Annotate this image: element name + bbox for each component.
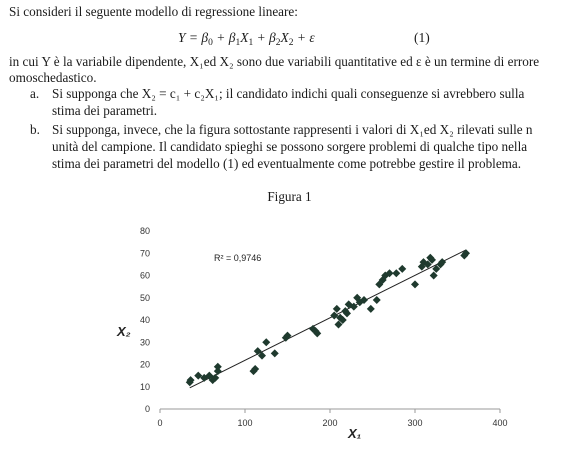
data-point	[283, 331, 292, 340]
definition-line-2: omoschedastico.	[9, 70, 97, 85]
definition-line-1: in cui Y è la variabile dipendente, X₁ed…	[9, 54, 540, 69]
item-a-line-2: stima dei parametri.	[52, 103, 158, 118]
y-tick-label: 20	[140, 360, 150, 370]
data-point	[262, 338, 271, 347]
data-point	[385, 269, 394, 278]
x-tick-label: 300	[407, 418, 422, 428]
x-axis-ticks: 0 100 200 300 400	[157, 409, 508, 428]
data-point	[253, 347, 262, 356]
data-point	[313, 329, 322, 338]
data-point	[194, 371, 203, 380]
equation-number: (1)	[414, 30, 430, 45]
item-b-line-1: Si supponga, invece, che la figura sotto…	[52, 122, 533, 137]
y-axis-title: X₂	[116, 324, 131, 339]
item-b-label: b.	[30, 122, 40, 137]
data-point	[392, 269, 401, 278]
data-point	[213, 367, 222, 376]
data-point	[211, 373, 220, 382]
y-tick-label: 70	[140, 248, 150, 258]
r-squared-annotation: R² = 0,9746	[214, 253, 261, 263]
data-point	[270, 349, 279, 358]
y-tick-label: 0	[145, 404, 150, 414]
y-tick-label: 10	[140, 382, 150, 392]
data-point	[258, 351, 266, 360]
y-axis-ticks: 0 10 20 30 40 50 60 70 80	[140, 226, 150, 414]
data-point	[398, 264, 407, 273]
data-point	[334, 320, 343, 329]
data-point	[411, 280, 419, 289]
data-point	[186, 376, 195, 385]
data-point	[423, 260, 432, 269]
item-b-line-3: stima dei parametri del modello (1) ed e…	[52, 156, 522, 171]
data-point	[338, 316, 347, 324]
equation-formula: Y = β0 + β1X1 + β2X2 + ε	[178, 30, 315, 48]
data-point	[330, 311, 339, 320]
item-b-line-2: unità del campione. Il candidato spieghi…	[52, 139, 528, 154]
item-a-line-1: Si supponga che X₂ = c₁ + c₂X₁; il candi…	[52, 86, 525, 101]
data-point	[213, 362, 222, 371]
y-tick-label: 40	[140, 315, 150, 325]
data-point	[428, 255, 436, 264]
x-axis-title: X₁	[347, 426, 361, 441]
y-tick-label: 60	[140, 271, 150, 281]
data-points	[185, 249, 470, 387]
x-tick-label: 100	[237, 418, 252, 428]
y-tick-label: 30	[140, 337, 150, 347]
x-tick-label: 400	[492, 418, 507, 428]
y-tick-label: 80	[140, 226, 150, 236]
data-point	[432, 264, 441, 273]
x-tick-label: 200	[322, 418, 337, 428]
data-point	[349, 302, 358, 311]
data-point	[462, 249, 470, 258]
data-point	[372, 295, 381, 304]
intro-text: Si consideri il seguente modello di regr…	[9, 4, 298, 19]
data-point	[429, 271, 438, 280]
figure-title: Figura 1	[267, 189, 312, 204]
y-tick-label: 50	[140, 293, 150, 303]
item-a-label: a.	[30, 86, 40, 101]
data-point	[251, 364, 260, 373]
data-point	[360, 295, 368, 304]
data-point	[366, 304, 375, 313]
trendline	[189, 249, 467, 389]
data-point	[332, 304, 341, 313]
x-tick-label: 0	[157, 418, 162, 428]
data-point	[438, 258, 447, 267]
data-point	[343, 309, 351, 318]
